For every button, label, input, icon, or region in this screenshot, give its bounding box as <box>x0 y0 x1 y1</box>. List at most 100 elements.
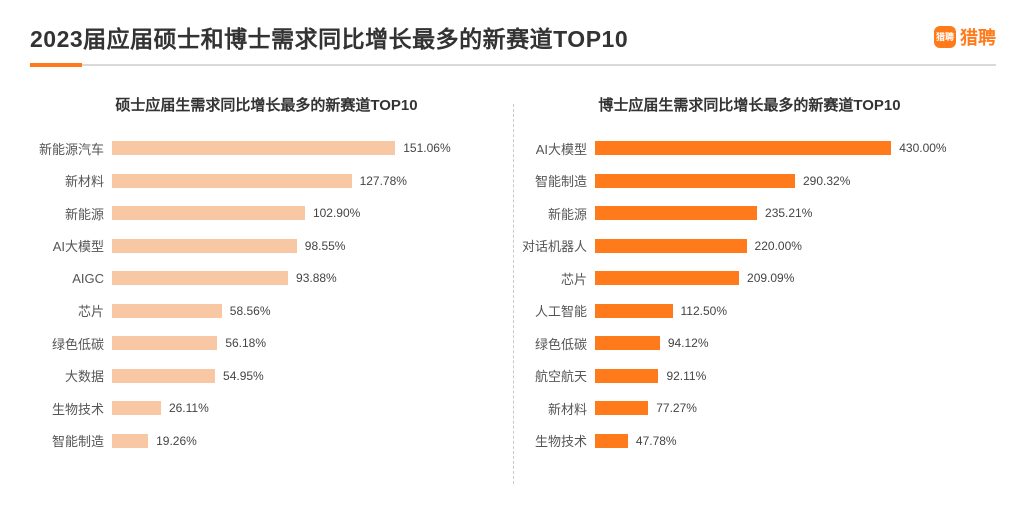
chart-left-title: 硕士应届生需求同比增长最多的新赛道TOP10 <box>30 94 503 115</box>
bar <box>112 271 288 285</box>
chart-right-title: 博士应届生需求同比增长最多的新赛道TOP10 <box>513 94 986 115</box>
bar-track: 93.88% <box>112 271 503 285</box>
chart-left: 硕士应届生需求同比增长最多的新赛道TOP10 新能源汽车151.06% 新材料12… <box>30 94 513 514</box>
bar-track: 235.21% <box>595 206 986 220</box>
bar <box>112 141 395 155</box>
bar-row: 绿色低碳 56.18% <box>30 334 503 352</box>
category-label: 生物技术 <box>513 431 595 450</box>
category-label: 芯片 <box>30 301 112 320</box>
brand-logo: 猎聘 猎聘 <box>934 24 996 50</box>
bar-track: 98.55% <box>112 239 503 253</box>
brand-logo-text: 猎聘 <box>960 24 996 50</box>
value-label: 94.12% <box>668 336 709 350</box>
bar-row: 人工智能 112.50% <box>513 302 986 320</box>
bar-track: 220.00% <box>595 239 986 253</box>
brand-logo-icon: 猎聘 <box>934 26 956 48</box>
bar-track: 209.09% <box>595 271 986 285</box>
page-title: 2023届应届硕士和博士需求同比增长最多的新赛道TOP10 <box>30 20 628 54</box>
bar-row: 芯片 209.09% <box>513 269 986 287</box>
bar <box>112 369 215 383</box>
category-label: 新材料 <box>513 399 595 418</box>
value-label: 235.21% <box>765 206 812 220</box>
value-label: 93.88% <box>296 271 337 285</box>
bar-row: AIGC93.88% <box>30 269 503 287</box>
chart-left-rows: 新能源汽车151.06% 新材料127.78% 新能源 102.90% AI大模型98.… <box>30 139 503 450</box>
bar-track: 77.27% <box>595 401 986 415</box>
header: 2023届应届硕士和博士需求同比增长最多的新赛道TOP10 猎聘 猎聘 <box>30 20 996 54</box>
category-label: 新材料 <box>30 171 112 190</box>
bar-track: 54.95% <box>112 369 503 383</box>
bar-row: 航空航天 92.11% <box>513 367 986 385</box>
category-label: 智能制造 <box>30 431 112 450</box>
value-label: 112.50% <box>681 304 727 318</box>
bar-row: 生物技术 47.78% <box>513 432 986 450</box>
bar-row: AI大模型98.55% <box>30 237 503 255</box>
chart-right-rows: AI大模型430.00% 智能制造 290.32% 新能源 235.21% 对话机器人 22… <box>513 139 986 450</box>
category-label: 绿色低碳 <box>30 334 112 353</box>
category-label: 航空航天 <box>513 366 595 385</box>
bar-row: 智能制造 290.32% <box>513 172 986 190</box>
vertical-divider <box>513 104 514 484</box>
value-label: 77.27% <box>656 401 697 415</box>
bar <box>595 141 891 155</box>
value-label: 92.11% <box>666 369 706 383</box>
bar-track: 430.00% <box>595 141 986 155</box>
value-label: 56.18% <box>225 336 266 350</box>
category-label: 对话机器人 <box>513 236 595 255</box>
bar-track: 94.12% <box>595 336 986 350</box>
category-label: 绿色低碳 <box>513 334 595 353</box>
bar <box>595 304 673 318</box>
bar-row: AI大模型430.00% <box>513 139 986 157</box>
bar <box>112 304 222 318</box>
bar-track: 92.11% <box>595 369 986 383</box>
bar-track: 127.78% <box>112 174 503 188</box>
category-label: 新能源 <box>513 204 595 223</box>
bar <box>595 336 660 350</box>
bar <box>595 206 757 220</box>
bar-row: 新材料 77.27% <box>513 399 986 417</box>
bar <box>112 206 305 220</box>
bar-row: 大数据 54.95% <box>30 367 503 385</box>
title-underline <box>30 64 996 66</box>
bar <box>112 174 352 188</box>
value-label: 220.00% <box>755 239 802 253</box>
bar <box>595 434 628 448</box>
value-label: 47.78% <box>636 434 677 448</box>
bar-track: 102.90% <box>112 206 503 220</box>
bar <box>112 239 297 253</box>
bar <box>595 369 658 383</box>
bar-track: 56.18% <box>112 336 503 350</box>
chart-right: 博士应届生需求同比增长最多的新赛道TOP10 AI大模型430.00% 智能制造 2… <box>513 94 996 514</box>
bar-row: 生物技术 26.11% <box>30 399 503 417</box>
value-label: 290.32% <box>803 174 850 188</box>
bar-row: 对话机器人 220.00% <box>513 237 986 255</box>
bar <box>112 434 148 448</box>
bar-track: 47.78% <box>595 434 986 448</box>
value-label: 102.90% <box>313 206 360 220</box>
category-label: AI大模型 <box>30 236 112 255</box>
category-label: 新能源 <box>30 204 112 223</box>
value-label: 19.26% <box>156 434 197 448</box>
bar <box>112 401 161 415</box>
bar <box>595 271 739 285</box>
bar <box>595 401 648 415</box>
category-label: 人工智能 <box>513 301 595 320</box>
category-label: 智能制造 <box>513 171 595 190</box>
page: 2023届应届硕士和博士需求同比增长最多的新赛道TOP10 猎聘 猎聘 硕士应届… <box>0 0 1026 530</box>
value-label: 209.09% <box>747 271 794 285</box>
value-label: 26.11% <box>169 401 209 415</box>
value-label: 54.95% <box>223 369 264 383</box>
bar-row: 芯片 58.56% <box>30 302 503 320</box>
bar-row: 新材料127.78% <box>30 172 503 190</box>
bar <box>595 174 795 188</box>
value-label: 58.56% <box>230 304 271 318</box>
bar-row: 新能源 235.21% <box>513 204 986 222</box>
category-label: 新能源汽车 <box>30 139 112 158</box>
bar-row: 新能源汽车151.06% <box>30 139 503 157</box>
bar-row: 新能源 102.90% <box>30 204 503 222</box>
category-label: 生物技术 <box>30 399 112 418</box>
category-label: 芯片 <box>513 269 595 288</box>
category-label: 大数据 <box>30 366 112 385</box>
bar-track: 19.26% <box>112 434 503 448</box>
charts-area: 硕士应届生需求同比增长最多的新赛道TOP10 新能源汽车151.06%新材料12… <box>30 94 996 514</box>
